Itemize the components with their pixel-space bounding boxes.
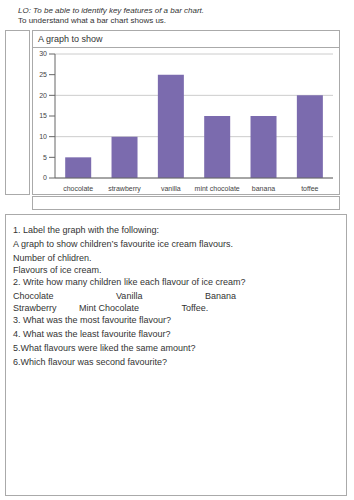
html-text:5.What flavours were liked the: 5.What flavours were liked the same amou… (13, 343, 196, 353)
html-text:6.Which flavour was second fav: 6.Which flavour was second favourite? (13, 357, 168, 367)
svg-text:toffee: toffee (301, 185, 318, 192)
svg-text:10: 10 (39, 133, 47, 140)
svg-text:30: 30 (39, 50, 47, 57)
svg-text:15: 15 (39, 112, 47, 119)
svg-text:20: 20 (39, 92, 47, 99)
html-text:2. Write how many children lik: 2. Write how many children like each fla… (13, 277, 246, 287)
html-text:Number of chlidren.: Number of chlidren. (13, 253, 92, 263)
html-text:Strawberry Mint Chocolate Toff: Strawberry Mint Chocolate Toffee. (13, 303, 209, 313)
html-text:3. What was the most favourite: 3. What was the most favourite flavour? (13, 315, 172, 325)
html-text:1. Label the graph with the fo: 1. Label the graph with the following: (13, 225, 160, 235)
html-text:Chocolate Vanilla Banana: Chocolate Vanilla Banana (13, 291, 236, 301)
html-text:A graph to show children’s fav: A graph to show children’s favourite ice… (13, 239, 233, 249)
html-text:To understand what a bar chart: To understand what a bar chart shows us. (18, 16, 167, 25)
html-text:LO: To be able to identify key: LO: To be able to identify key features … (18, 6, 204, 15)
svg-text:mint chocolate: mint chocolate (195, 185, 240, 192)
html-text:4. What was the least favourit: 4. What was the least favourite flavour? (13, 329, 171, 339)
html-text:Flavours of ice cream.: Flavours of ice cream. (13, 265, 102, 275)
svg-text:25: 25 (39, 71, 47, 78)
svg-text:0: 0 (43, 174, 47, 181)
svg-text:chocolate: chocolate (63, 185, 93, 192)
svg-text:5: 5 (43, 154, 47, 161)
svg-text:vanilla: vanilla (161, 185, 181, 192)
html-text:A graph to show: A graph to show (38, 34, 103, 44)
svg-text:strawberry: strawberry (108, 185, 141, 193)
svg-text:banana: banana (252, 185, 275, 192)
